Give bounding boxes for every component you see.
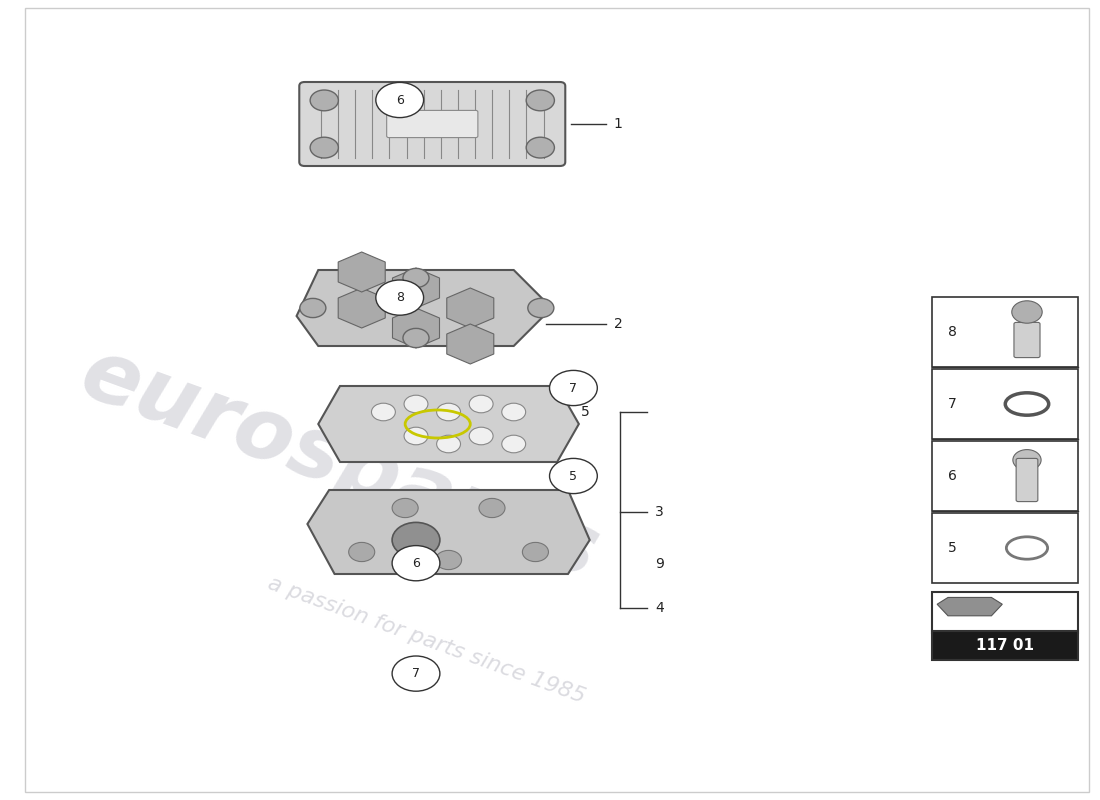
Circle shape bbox=[437, 435, 461, 453]
Circle shape bbox=[550, 458, 597, 494]
FancyBboxPatch shape bbox=[299, 82, 565, 166]
FancyBboxPatch shape bbox=[932, 631, 1078, 660]
Circle shape bbox=[403, 328, 429, 347]
Circle shape bbox=[528, 298, 554, 318]
Circle shape bbox=[392, 498, 418, 518]
Circle shape bbox=[550, 370, 597, 406]
Text: 9: 9 bbox=[654, 557, 663, 571]
Text: 5: 5 bbox=[570, 470, 578, 482]
Text: 5: 5 bbox=[948, 541, 957, 555]
Text: 7: 7 bbox=[948, 397, 957, 411]
Circle shape bbox=[376, 82, 424, 118]
Circle shape bbox=[372, 403, 395, 421]
Text: 8: 8 bbox=[396, 291, 404, 304]
FancyBboxPatch shape bbox=[932, 369, 1078, 439]
Text: 2: 2 bbox=[614, 317, 623, 331]
Circle shape bbox=[310, 138, 339, 158]
FancyBboxPatch shape bbox=[932, 513, 1078, 583]
FancyBboxPatch shape bbox=[1014, 322, 1040, 358]
Circle shape bbox=[392, 546, 440, 581]
Circle shape bbox=[310, 90, 339, 111]
FancyBboxPatch shape bbox=[932, 297, 1078, 367]
Text: 1: 1 bbox=[614, 117, 623, 131]
Circle shape bbox=[437, 403, 461, 421]
Circle shape bbox=[404, 427, 428, 445]
Polygon shape bbox=[318, 386, 579, 462]
Circle shape bbox=[478, 498, 505, 518]
Circle shape bbox=[300, 298, 326, 318]
Text: 6: 6 bbox=[396, 94, 404, 106]
Text: eurospares: eurospares bbox=[70, 332, 610, 596]
Circle shape bbox=[470, 395, 493, 413]
Text: 117 01: 117 01 bbox=[976, 638, 1034, 654]
Text: 7: 7 bbox=[412, 667, 420, 680]
Circle shape bbox=[522, 542, 549, 562]
FancyBboxPatch shape bbox=[387, 110, 477, 138]
Circle shape bbox=[526, 90, 554, 111]
FancyBboxPatch shape bbox=[932, 441, 1078, 511]
FancyBboxPatch shape bbox=[1016, 458, 1037, 502]
Text: 3: 3 bbox=[654, 505, 663, 519]
Text: 6: 6 bbox=[412, 557, 420, 570]
Text: 7: 7 bbox=[570, 382, 578, 394]
Circle shape bbox=[1012, 301, 1042, 323]
Text: a passion for parts since 1985: a passion for parts since 1985 bbox=[265, 573, 588, 707]
Text: 5: 5 bbox=[581, 405, 590, 419]
Text: 4: 4 bbox=[654, 601, 663, 615]
Polygon shape bbox=[307, 490, 590, 574]
Polygon shape bbox=[937, 598, 1002, 616]
Circle shape bbox=[404, 395, 428, 413]
Polygon shape bbox=[297, 270, 552, 346]
Circle shape bbox=[526, 138, 554, 158]
Circle shape bbox=[502, 403, 526, 421]
Circle shape bbox=[349, 542, 375, 562]
Circle shape bbox=[392, 522, 440, 558]
FancyBboxPatch shape bbox=[932, 592, 1078, 633]
Circle shape bbox=[470, 427, 493, 445]
Circle shape bbox=[436, 550, 462, 570]
Circle shape bbox=[1013, 450, 1041, 470]
Circle shape bbox=[502, 435, 526, 453]
Circle shape bbox=[376, 280, 424, 315]
Circle shape bbox=[392, 656, 440, 691]
Text: 6: 6 bbox=[948, 469, 957, 483]
Text: 8: 8 bbox=[948, 325, 957, 339]
Circle shape bbox=[403, 268, 429, 288]
